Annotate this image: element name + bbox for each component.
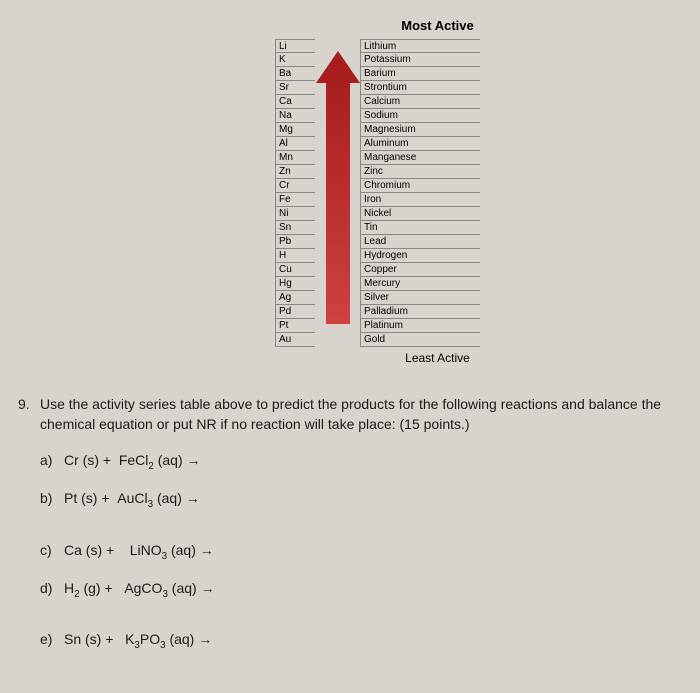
- name-cell: Barium: [360, 67, 480, 81]
- name-cell: Gold: [360, 333, 480, 347]
- name-cell: Iron: [360, 193, 480, 207]
- symbol-cell: Na: [275, 109, 315, 123]
- symbol-cell: Pd: [275, 305, 315, 319]
- name-cell: Lead: [360, 235, 480, 249]
- symbol-cell: Ba: [275, 67, 315, 81]
- name-cell: Nickel: [360, 207, 480, 221]
- symbol-cell: Mg: [275, 123, 315, 137]
- symbol-cell: Pb: [275, 235, 315, 249]
- sub-question: e)Sn (s) + K3PO3 (aq) →: [40, 631, 682, 651]
- activity-arrow-icon: [326, 51, 350, 321]
- symbol-cell: Zn: [275, 165, 315, 179]
- name-cell: Platinum: [360, 319, 480, 333]
- sub-question-label: d): [40, 580, 64, 600]
- symbols-column: LiKBaSrCaNaMgAlMnZnCrFeNiSnPbHCuHgAgPdPt…: [275, 39, 315, 347]
- name-cell: Lithium: [360, 39, 480, 53]
- symbol-cell: Ag: [275, 291, 315, 305]
- question-body: Use the activity series table above to p…: [40, 395, 682, 434]
- name-cell: Potassium: [360, 53, 480, 67]
- symbol-cell: Al: [275, 137, 315, 151]
- symbol-cell: Fe: [275, 193, 315, 207]
- name-cell: Manganese: [360, 151, 480, 165]
- symbol-cell: Sn: [275, 221, 315, 235]
- name-cell: Copper: [360, 263, 480, 277]
- symbol-cell: Au: [275, 333, 315, 347]
- name-cell: Calcium: [360, 95, 480, 109]
- question-section: 9. Use the activity series table above t…: [18, 395, 682, 669]
- arrow-column: [315, 39, 360, 333]
- sub-question-label: e): [40, 631, 64, 651]
- sub-questions: a)Cr (s) + FeCl2 (aq) →b)Pt (s) + AuCl3 …: [40, 452, 682, 651]
- question-main: 9. Use the activity series table above t…: [18, 395, 682, 434]
- sub-question: c)Ca (s) + LiNO3 (aq) →: [40, 542, 682, 562]
- name-cell: Strontium: [360, 81, 480, 95]
- symbol-cell: H: [275, 249, 315, 263]
- name-cell: Hydrogen: [360, 249, 480, 263]
- sub-question: b)Pt (s) + AuCl3 (aq) →: [40, 490, 682, 510]
- sub-question-equation: Sn (s) + K3PO3 (aq) →: [64, 631, 212, 651]
- sub-question-label: b): [40, 490, 64, 510]
- symbol-cell: Hg: [275, 277, 315, 291]
- sub-question: a)Cr (s) + FeCl2 (aq) →: [40, 452, 682, 472]
- activity-series-table: Most Active LiKBaSrCaNaMgAlMnZnCrFeNiSnP…: [275, 18, 545, 365]
- name-cell: Mercury: [360, 277, 480, 291]
- symbol-cell: Mn: [275, 151, 315, 165]
- names-column: LithiumPotassiumBariumStrontiumCalciumSo…: [360, 39, 480, 347]
- sub-question-label: a): [40, 452, 64, 472]
- sub-question-equation: Ca (s) + LiNO3 (aq) →: [64, 542, 214, 562]
- name-cell: Aluminum: [360, 137, 480, 151]
- name-cell: Zinc: [360, 165, 480, 179]
- symbol-cell: Pt: [275, 319, 315, 333]
- symbol-cell: K: [275, 53, 315, 67]
- name-cell: Tin: [360, 221, 480, 235]
- sub-question-equation: Cr (s) + FeCl2 (aq) →: [64, 452, 201, 472]
- sub-question-equation: Pt (s) + AuCl3 (aq) →: [64, 490, 200, 510]
- symbol-cell: Cu: [275, 263, 315, 277]
- sub-question-equation: H2 (g) + AgCO3 (aq) →: [64, 580, 215, 600]
- symbol-cell: Ni: [275, 207, 315, 221]
- symbol-cell: Li: [275, 39, 315, 53]
- symbol-cell: Cr: [275, 179, 315, 193]
- name-cell: Magnesium: [360, 123, 480, 137]
- question-number: 9.: [18, 395, 40, 434]
- table-title: Most Active: [330, 18, 545, 33]
- sub-question: d)H2 (g) + AgCO3 (aq) →: [40, 580, 682, 600]
- name-cell: Silver: [360, 291, 480, 305]
- table-bottom-label: Least Active: [330, 351, 545, 365]
- table-body: LiKBaSrCaNaMgAlMnZnCrFeNiSnPbHCuHgAgPdPt…: [275, 39, 545, 347]
- sub-question-label: c): [40, 542, 64, 562]
- name-cell: Sodium: [360, 109, 480, 123]
- symbol-cell: Ca: [275, 95, 315, 109]
- name-cell: Chromium: [360, 179, 480, 193]
- name-cell: Palladium: [360, 305, 480, 319]
- symbol-cell: Sr: [275, 81, 315, 95]
